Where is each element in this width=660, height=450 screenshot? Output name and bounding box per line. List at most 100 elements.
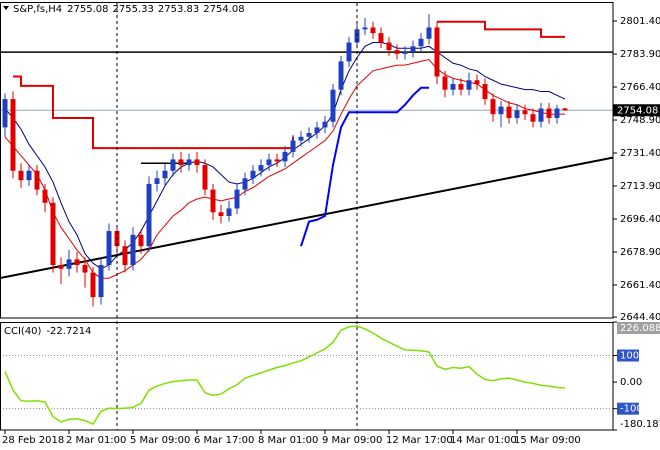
y-tick-label: 100 <box>620 351 639 362</box>
candle-body <box>18 170 24 181</box>
candle-body <box>298 136 304 141</box>
candle-body <box>546 108 552 118</box>
candle-body <box>74 259 80 266</box>
candle-body <box>106 231 112 266</box>
y-tick-label: 2748.90 <box>620 115 660 126</box>
candle-body <box>450 84 456 90</box>
candle-body <box>338 61 344 90</box>
x-tick-label: 12 Mar 17:00 <box>386 435 453 446</box>
candle-body <box>370 27 376 34</box>
candle-body <box>178 159 184 166</box>
y-tick-label: 2678.90 <box>620 247 660 258</box>
candle-body <box>466 80 472 90</box>
candle-body <box>146 183 152 247</box>
candle-body <box>530 114 536 122</box>
candle-body <box>562 108 568 111</box>
candle-body <box>66 259 72 269</box>
close: 2754.08 <box>203 4 244 15</box>
candle-body <box>194 159 200 166</box>
candle-body <box>226 208 232 216</box>
price-label: 2754.08 <box>617 105 658 116</box>
candle-body <box>362 27 368 30</box>
low: 2753.83 <box>158 4 199 15</box>
indicator-title: CCI(40) <box>4 326 42 337</box>
y-tick-label: 2696.40 <box>620 214 660 225</box>
x-tick-label: 28 Feb 2018 <box>2 435 64 446</box>
y-tick-label: 2661.40 <box>620 280 660 291</box>
candle-body <box>82 265 88 273</box>
candle-body <box>154 178 160 184</box>
indicator-frame <box>0 322 614 431</box>
candle-body <box>130 234 136 266</box>
candle-body <box>426 27 432 39</box>
candle-body <box>250 170 256 179</box>
level-label-box <box>617 349 639 362</box>
y-tick-label: -180.1879 <box>620 419 660 430</box>
trend-line <box>0 156 613 280</box>
x-tick-label: 9 Mar 09:00 <box>322 435 382 446</box>
x-tick-label: 15 Mar 09:00 <box>514 435 581 446</box>
candle-body <box>514 110 520 118</box>
candle-body <box>346 42 352 62</box>
main-frame <box>0 2 614 319</box>
candle-body <box>266 159 272 166</box>
candle-body <box>138 234 144 247</box>
y-tick-label: -100 <box>620 404 643 415</box>
price-label-box <box>613 104 660 117</box>
x-tick-label: 2 Mar 01:00 <box>66 435 126 446</box>
x-tick-label: 5 Mar 09:00 <box>130 435 190 446</box>
candle-body <box>98 265 104 298</box>
candle-body <box>386 42 392 51</box>
cci-line <box>4 325 566 426</box>
candle-body <box>210 189 216 213</box>
candle-body <box>442 76 448 90</box>
candle-body <box>242 178 248 190</box>
candle-body <box>42 189 48 203</box>
y-tick-label: 2644.40 <box>620 312 660 323</box>
candle-body <box>26 170 32 181</box>
candle-body <box>58 265 64 269</box>
candle-body <box>90 272 96 298</box>
indicator-value: -22.7214 <box>46 326 91 337</box>
y-tick-label: 2731.40 <box>620 148 660 159</box>
candle-body <box>474 80 480 85</box>
header: S&P,fs,H4 2755.08 2755.33 2753.83 2754.08 <box>13 4 245 15</box>
candle-body <box>282 151 288 162</box>
candle-body <box>202 165 208 190</box>
max-label-box <box>617 322 660 334</box>
indicator-line <box>300 86 429 247</box>
x-tick-label: 8 Mar 01:00 <box>258 435 318 446</box>
candle-body <box>490 99 496 115</box>
y-tick-label: 0.00 <box>620 377 642 388</box>
candle-body <box>170 159 176 171</box>
candle-body <box>522 110 528 115</box>
candle-body <box>538 108 544 122</box>
candle-body <box>506 106 512 118</box>
candle-body <box>322 121 328 128</box>
candle-body <box>402 51 408 54</box>
main-panel <box>0 14 613 307</box>
indicator-header: CCI(40) -22.7214 <box>4 326 91 337</box>
candle-body <box>482 84 488 100</box>
candle-body <box>2 99 8 128</box>
candle-body <box>314 127 320 134</box>
candle-body <box>234 189 240 209</box>
candle-body <box>554 108 560 118</box>
indicator-panel <box>0 325 613 426</box>
candle-body <box>378 33 384 43</box>
candle-body <box>498 106 504 115</box>
candle-body <box>458 84 464 90</box>
candle-body <box>418 38 424 47</box>
candle-body <box>50 202 56 266</box>
candle-body <box>34 170 40 190</box>
level-label-box <box>617 402 639 415</box>
x-tick-label: 14 Mar 01:00 <box>450 435 517 446</box>
candle-body <box>394 50 400 54</box>
indicator-line <box>4 58 565 279</box>
y-tick-label: 2713.90 <box>620 181 660 192</box>
candle-body <box>122 246 128 266</box>
candle-body <box>218 212 224 216</box>
